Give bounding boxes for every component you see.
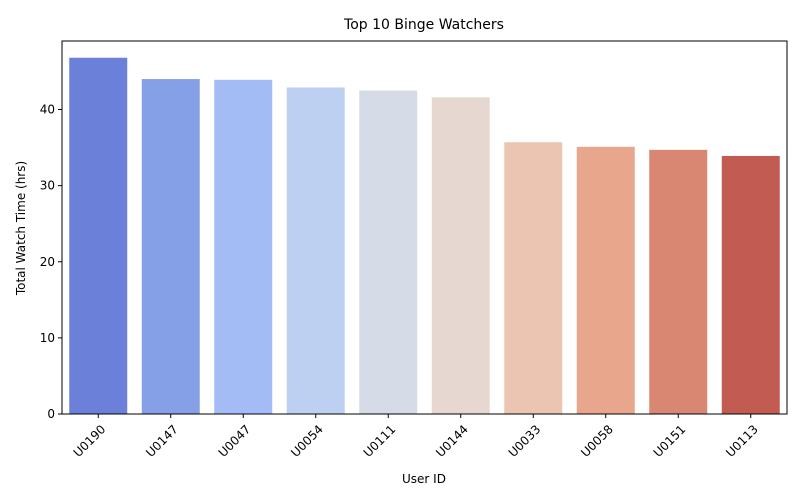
bar-u0147 (141, 79, 200, 415)
chart-title: Top 10 Binge Watchers (343, 17, 504, 33)
y-tick-label: 0 (47, 407, 55, 421)
y-axis-label: Total Watch Time (hrs) (14, 161, 28, 296)
x-axis: U0190 U0147 U0047 U0054 U0111 U0144 U0033 U0058… (71, 414, 761, 460)
plot-frame (61, 40, 788, 415)
x-tick-label: U0058 (578, 422, 616, 460)
x-tick-label: U0113 (723, 422, 761, 460)
x-tick-label: U0047 (216, 422, 254, 460)
bar-u0190 (69, 57, 128, 414)
bar-u0151 (649, 149, 708, 414)
x-tick-label: U0190 (71, 422, 109, 460)
x-tick-label: U0111 (361, 422, 399, 460)
x-tick-label: U0033 (506, 422, 544, 460)
y-tick-label: 40 (40, 103, 55, 117)
bar-u0111 (359, 90, 418, 415)
x-tick-label: U0054 (288, 422, 326, 460)
x-axis-label: User ID (402, 472, 446, 486)
x-tick-label: U0151 (651, 422, 689, 460)
bars-group (69, 57, 780, 415)
bar-u0113 (721, 155, 780, 415)
y-tick-label: 20 (40, 255, 55, 269)
bar-u0144 (431, 97, 490, 414)
bar-u0047 (214, 79, 273, 414)
x-tick-label: U0147 (143, 422, 181, 460)
y-axis: 0 10 20 30 40 (40, 103, 62, 421)
y-tick-label: 10 (40, 331, 55, 345)
x-tick-label: U0144 (433, 422, 471, 460)
bar-u0054 (286, 87, 345, 414)
bar-u0033 (504, 142, 563, 414)
bar-u0058 (576, 146, 635, 414)
y-tick-label: 30 (40, 179, 55, 193)
